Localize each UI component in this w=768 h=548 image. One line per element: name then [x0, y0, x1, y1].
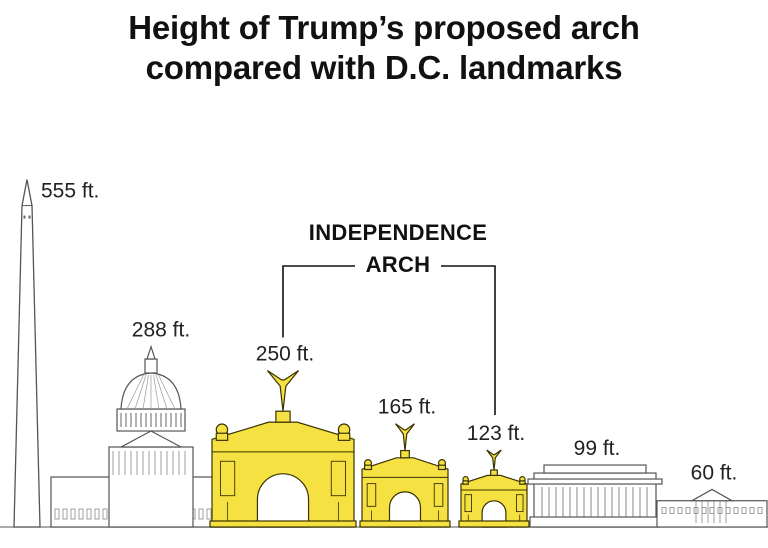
group-label-line-1: INDEPENDENCE: [309, 220, 487, 245]
chart-marks: [13, 179, 768, 528]
height-mark-1-obelisk: [13, 179, 41, 528]
chart-title-line-1: Height of Trump’s proposed arch: [128, 9, 640, 46]
height-label-2: 288 ft.: [132, 319, 190, 342]
height-labels: 555 ft. 288 ft. 250 ft. 165 ft. 123 ft. 99 ft…: [41, 180, 737, 485]
height-label-6: 99 ft.: [574, 437, 621, 460]
chart-title-line-2: compared with D.C. landmarks: [145, 49, 623, 86]
height-label-3: 250 ft.: [256, 343, 314, 366]
independence-arch-bracket: INDEPENDENCE ARCH: [282, 220, 496, 416]
chart-title: Height of Trump’s proposed arch compared…: [0, 8, 768, 88]
height-mark-7-house: [656, 488, 768, 528]
height-mark-3-arch: [209, 369, 357, 528]
height-label-1: 555 ft.: [41, 180, 99, 203]
height-mark-4-arch: [359, 423, 451, 528]
height-label-4: 165 ft.: [378, 396, 436, 419]
height-label-5: 123 ft.: [467, 422, 525, 445]
group-label-line-2: ARCH: [366, 252, 431, 277]
height-mark-5-arch: [458, 449, 530, 528]
height-mark-6-gallery: [527, 464, 663, 528]
bracket-left-line: [282, 265, 355, 338]
height-label-7: 60 ft.: [691, 461, 738, 484]
bracket-right-line: [441, 265, 496, 416]
